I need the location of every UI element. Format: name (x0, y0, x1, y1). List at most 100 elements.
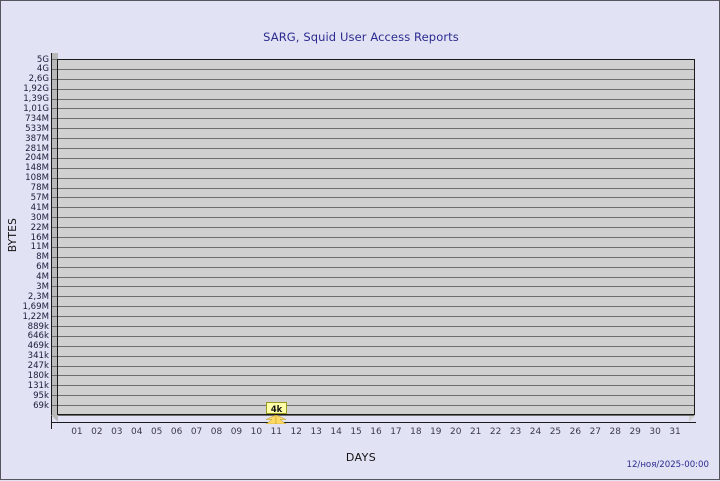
grid-row (58, 208, 694, 219)
grid-row (58, 238, 694, 248)
y-axis-tick-label: 1,01G (23, 103, 49, 114)
y-axis-tick-label: 889k (27, 321, 49, 332)
plot-bevel-corner-bottom-right (689, 415, 696, 422)
bevel-tick (52, 316, 59, 318)
x-axis-tick-label: 09 (230, 427, 243, 437)
bevel-tick (52, 335, 59, 337)
bevel-tick (52, 375, 59, 377)
plot-left-bevel (51, 53, 59, 415)
y-axis-tick-label: 22M (30, 222, 49, 233)
y-axis-tick-label: 108M (25, 173, 49, 184)
grid-row (58, 337, 694, 347)
y-axis-tick-label: 1,22M (22, 311, 49, 322)
grid-row (58, 70, 694, 80)
y-axis-tick-label: 247k (27, 361, 49, 372)
grid-row (58, 60, 694, 70)
x-axis-tick-label: 11 (270, 427, 283, 437)
bevel-tick (52, 138, 59, 140)
grid-row (58, 139, 694, 149)
grid-row (58, 258, 694, 268)
x-axis-line (51, 422, 696, 423)
bevel-tick (52, 167, 59, 169)
grid-row (58, 367, 694, 377)
y-axis-tick-label: 1,39G (23, 94, 49, 105)
y-axis-tick-label: 341k (27, 351, 49, 362)
x-axis-tick-label: 31 (669, 427, 681, 437)
bevel-tick (52, 395, 59, 397)
grid-row (58, 119, 694, 130)
y-axis-tick-label: 57M (30, 192, 49, 203)
data-point-bar-day-11 (265, 415, 287, 424)
bevel-tick (52, 217, 59, 219)
bevel-tick (52, 68, 59, 70)
x-axis-tick-label: 21 (469, 427, 482, 437)
x-axis-tick-label: 04 (131, 427, 143, 437)
y-axis-tick-label: 2,6G (28, 74, 49, 85)
grid-row (58, 179, 694, 189)
y-axis-tick-label: 734M (25, 113, 49, 124)
y-axis-tick-label: 78M (30, 183, 49, 194)
grid-row (58, 347, 694, 357)
y-axis-tick-label: 180k (27, 370, 49, 381)
bevel-tick (52, 197, 59, 199)
x-axis-tick-label: 01 (71, 427, 83, 437)
grid-row (58, 248, 694, 258)
grid-row (58, 159, 694, 169)
grid-row (58, 317, 694, 327)
bevel-tick (52, 286, 59, 288)
y-axis-tick-label: 533M (25, 123, 49, 134)
bevel-tick (52, 345, 59, 347)
x-axis-tick-label: 26 (569, 427, 582, 437)
y-axis-tick-label: 69k (33, 400, 49, 411)
x-axis-tick-label: 03 (111, 427, 123, 437)
grid-row (58, 109, 694, 120)
grid-row (58, 386, 694, 397)
grid-row (58, 169, 694, 179)
bevel-tick (52, 355, 59, 357)
x-axis-tick-label: 18 (410, 427, 422, 437)
bevel-tick (52, 385, 59, 387)
grid-row (58, 327, 694, 337)
y-axis-tick-label: 281M (25, 143, 49, 154)
y-axis-tick-label: 469k (27, 341, 49, 352)
bevel-tick (52, 118, 59, 120)
x-axis-tick-label: 15 (350, 427, 362, 437)
grid-row (58, 357, 694, 367)
grid-row (58, 129, 694, 140)
y-axis-tick-label: 3M (36, 281, 49, 292)
x-axis-tick-label: 06 (170, 427, 183, 437)
bevel-tick (52, 108, 59, 110)
grid-row (58, 198, 694, 209)
x-axis-tick-label: 25 (549, 427, 562, 437)
x-axis-tick-label: 24 (529, 427, 542, 437)
x-axis-tick-label: 22 (489, 427, 502, 437)
y-axis-tick-label: 4M (36, 272, 49, 283)
y-axis-tick-label: 1,92G (23, 84, 49, 95)
bevel-tick (52, 276, 59, 278)
grid-row (58, 396, 694, 407)
y-axis-tick-label: 148M (25, 163, 49, 174)
y-axis-tick-label: 11M (30, 242, 49, 253)
x-axis-tick-label: 23 (509, 427, 522, 437)
bevel-tick (52, 187, 59, 189)
bevel-tick (52, 237, 59, 238)
grid-row (58, 80, 694, 90)
y-axis-tick-label: 5G (36, 54, 49, 65)
grid-row (58, 297, 694, 308)
grid-row (58, 189, 694, 199)
grid-row (58, 149, 694, 159)
y-axis-tick-label: 95k (33, 390, 49, 401)
y-axis-tick-label: 6M (36, 262, 49, 273)
bevel-tick (52, 207, 59, 209)
y-axis-tick-label: 16M (30, 232, 49, 243)
page-title: SARG, Squid User Access Reports (263, 30, 459, 45)
bevel-tick (52, 365, 59, 367)
grid-row (58, 228, 694, 238)
y-axis-tick-label: 30M (30, 212, 49, 223)
x-axis-tick-label: 13 (310, 427, 322, 437)
y-axis-tick-label: 646k (27, 331, 49, 342)
bevel-tick (52, 296, 59, 298)
plot-area (57, 59, 695, 416)
generated-timestamp: 12/ноя/2025-00:00 (626, 460, 709, 470)
